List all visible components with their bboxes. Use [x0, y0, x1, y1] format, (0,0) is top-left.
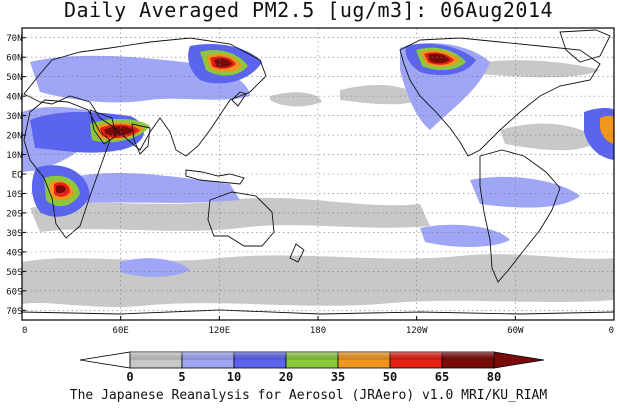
coastlines: [22, 29, 614, 315]
lon-tick-label: 120E: [208, 326, 230, 336]
lat-tick-label: 30N: [6, 112, 22, 122]
india-coastline: [131, 123, 151, 155]
colorbar-box: [129, 351, 183, 369]
south-america-coastline: [479, 149, 561, 283]
greenland-coastline: [559, 29, 611, 63]
pm25-band-80-plus: [56, 185, 66, 194]
colorbar-level-label: 80: [487, 370, 501, 384]
japan-coastline: [231, 91, 247, 107]
lon-tick-label: 120W: [406, 326, 428, 336]
lat-tick-label: 30S: [6, 229, 22, 239]
colorbar-box: [233, 351, 287, 369]
lat-tick-label: 50S: [6, 268, 22, 278]
lat-tick-label: 50N: [6, 73, 22, 83]
pm25-band-80-plus: [214, 58, 232, 68]
colorbar-box: [389, 351, 443, 369]
colorbar-box: [441, 351, 495, 369]
credit-line: The Japanese Reanalysis for Aerosol (JRA…: [69, 388, 548, 403]
colorbar-box: [181, 351, 235, 369]
colorbar-level-label: 5: [178, 370, 185, 384]
colorbar: 0 5 10 20 35 50 65 80: [79, 351, 545, 384]
lon-tick-label: 180: [310, 326, 326, 336]
lon-tick-label: 60W: [507, 326, 524, 336]
lat-tick-label: 20S: [6, 209, 22, 219]
australia-coastline: [207, 191, 275, 247]
antarctica-coastline: [22, 309, 614, 315]
map-title: Daily Averaged PM2.5 [ug/m3]: 06Aug2014: [63, 0, 554, 22]
pm25-band-80-plus: [428, 53, 450, 64]
pm25-band-10-20: [120, 258, 190, 277]
north-america-coastline: [399, 37, 601, 157]
lon-tick-label: 60E: [113, 326, 129, 336]
pm25-band-5-10: [340, 84, 420, 105]
pm25-band-10-20: [470, 176, 580, 208]
pm25-band-80-plus: [104, 126, 134, 137]
colorbar-max-triangle: [493, 351, 545, 369]
colorbar-level-label: 10: [227, 370, 241, 384]
arabia-coastline: [89, 109, 117, 145]
africa-coastline: [23, 99, 111, 239]
lon-tick-label: 0: [22, 326, 27, 336]
pm25-band-50-65: [600, 115, 614, 144]
lat-tick-label: 10N: [6, 151, 22, 161]
colorbar-box: [285, 351, 339, 369]
lat-tick-label: 20N: [6, 132, 22, 142]
lat-tick-label: 60N: [6, 54, 22, 64]
pm25-band-10-20: [60, 172, 240, 204]
colorbar-level-label: 20: [279, 370, 293, 384]
colorbar-level-label: 0: [126, 370, 133, 384]
lat-tick-label: 40S: [6, 248, 22, 258]
colorbar-min-triangle: [79, 351, 131, 369]
pm25-band-5-10: [30, 197, 430, 232]
colorbar-level-label: 50: [383, 370, 397, 384]
lon-tick-label: 0: [609, 326, 614, 336]
longitude-axis: 0 60E 120E 180 120W 60W 0: [21, 316, 615, 336]
lat-tick-label: 70S: [6, 307, 22, 317]
colorbar-level-label: 35: [331, 370, 345, 384]
colorbar-level-label: 65: [435, 370, 449, 384]
lat-tick-label: 40N: [6, 93, 22, 103]
pm25-band-5-10: [470, 60, 600, 78]
newzealand-coastline: [289, 243, 305, 263]
lat-tick-label: EQ: [12, 171, 23, 181]
lat-tick-label: 70N: [6, 34, 22, 44]
latitude-axis: 70N 60N 50N 40N 30N 20N 10N EQ 10S 20S 30S 40S 50S 60…: [6, 34, 26, 317]
pm25-field: [22, 43, 614, 307]
lat-tick-label: 60S: [6, 287, 22, 297]
pm25-band-5-10: [500, 123, 600, 151]
colorbar-box: [337, 351, 391, 369]
indonesia-coastline: [185, 169, 245, 185]
lat-tick-label: 10S: [6, 190, 22, 200]
pm25-band-5-10: [270, 92, 322, 107]
